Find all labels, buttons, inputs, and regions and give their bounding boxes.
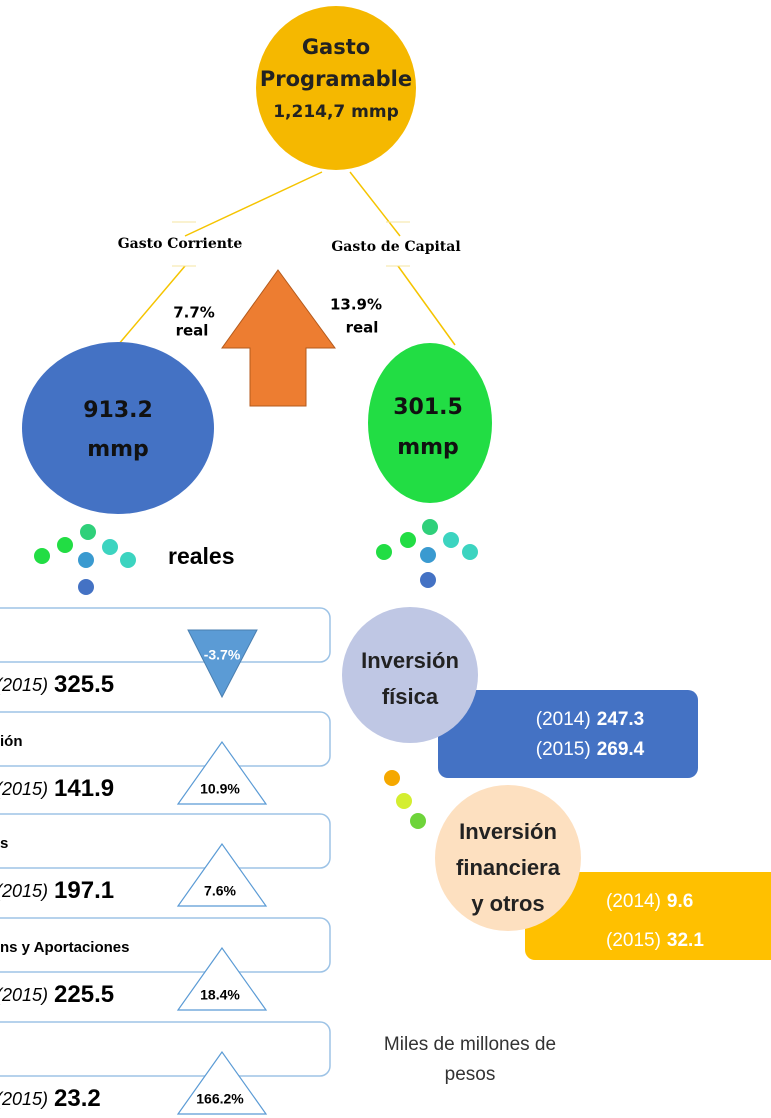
item-change: 10.9% <box>200 781 240 797</box>
item-label: s <box>0 835 8 852</box>
investment-name: y otros <box>471 891 544 916</box>
growth: 7.7% <box>173 304 215 322</box>
branch-amount: 913.2 <box>83 398 153 423</box>
branch-amount: 301.5 <box>393 395 463 420</box>
item-box <box>0 813 331 869</box>
footnote: pesos <box>445 1064 496 1085</box>
item-year: (2015) <box>0 779 48 799</box>
connector <box>184 171 323 237</box>
investment-node <box>342 607 478 743</box>
investment-node <box>435 785 581 931</box>
item-year: (2015) <box>0 985 48 1005</box>
item-value: (2015) 225.5 <box>0 981 114 1008</box>
item-box <box>0 607 331 663</box>
branch-label: Gasto Corriente <box>118 236 243 252</box>
change-triangle <box>176 946 268 1011</box>
connector <box>117 265 186 346</box>
item-box <box>0 711 331 767</box>
investment-value: 9.6 <box>667 891 693 912</box>
item-value: (2015) 141.9 <box>0 775 114 802</box>
investment-row: (2014) 247.3 <box>536 709 644 730</box>
growth: 13.9% <box>330 296 382 314</box>
connector <box>397 265 456 346</box>
investment-year: (2014) <box>606 891 661 912</box>
item-year: (2015) <box>0 1089 48 1109</box>
item-year: (2015) <box>0 675 48 695</box>
item-change: 18.4% <box>200 987 240 1003</box>
investment-name: Inversión <box>361 648 459 673</box>
investment-name: Inversión <box>459 819 557 844</box>
change-triangle <box>176 842 268 907</box>
change-triangle <box>187 629 258 699</box>
investment-box <box>525 872 771 960</box>
item-change: -3.7% <box>204 647 241 663</box>
item-change: 7.6% <box>204 883 236 899</box>
investment-name: financiera <box>456 855 561 880</box>
branch-unit: mmp <box>87 437 149 462</box>
root-node <box>256 6 416 170</box>
up-arrow <box>221 269 336 407</box>
growth-unit: real <box>346 319 379 337</box>
item-amount: 197.1 <box>54 877 114 904</box>
investment-name: física <box>382 684 439 709</box>
item-value: (2015) 23.2 <box>0 1085 101 1112</box>
item-box <box>0 917 331 973</box>
item-box <box>0 1021 331 1077</box>
item-amount: 325.5 <box>54 671 114 698</box>
investment-row: (2015) 269.4 <box>536 739 645 760</box>
branch-node <box>368 343 492 503</box>
change-triangle <box>176 1050 268 1115</box>
change-triangle <box>176 740 268 805</box>
item-amount: 225.5 <box>54 981 114 1008</box>
branch-label: Gasto de Capital <box>331 239 460 255</box>
footnote: Miles de millones de <box>384 1034 556 1055</box>
investment-row: (2015) 32.1 <box>606 930 704 951</box>
investment-year: (2014) <box>536 709 591 730</box>
reales-label: reales <box>168 543 235 569</box>
item-amount: 141.9 <box>54 775 114 802</box>
item-value: (2015) 197.1 <box>0 877 114 904</box>
root-title: Gasto <box>302 35 370 59</box>
investment-box <box>438 690 698 778</box>
investment-year: (2015) <box>606 930 661 951</box>
root-title: Programable <box>260 67 412 91</box>
item-label: ns y Aportaciones <box>0 939 129 956</box>
investment-year: (2015) <box>536 739 591 760</box>
investment-value: 247.3 <box>597 709 645 730</box>
item-amount: 23.2 <box>54 1085 101 1112</box>
investment-value: 269.4 <box>597 739 645 760</box>
item-year: (2015) <box>0 881 48 901</box>
investment-value: 32.1 <box>667 930 704 951</box>
item-change: 166.2% <box>196 1091 244 1107</box>
connector <box>349 171 401 237</box>
dots <box>34 519 478 829</box>
branch-node <box>22 342 214 514</box>
root-amount: 1,214,7 mmp <box>273 102 399 122</box>
item-value: (2015) 325.5 <box>0 671 114 698</box>
branch-unit: mmp <box>397 435 459 460</box>
item-label: ión <box>0 733 23 750</box>
growth-unit: real <box>176 322 209 340</box>
investment-row: (2014) 9.6 <box>606 891 693 912</box>
